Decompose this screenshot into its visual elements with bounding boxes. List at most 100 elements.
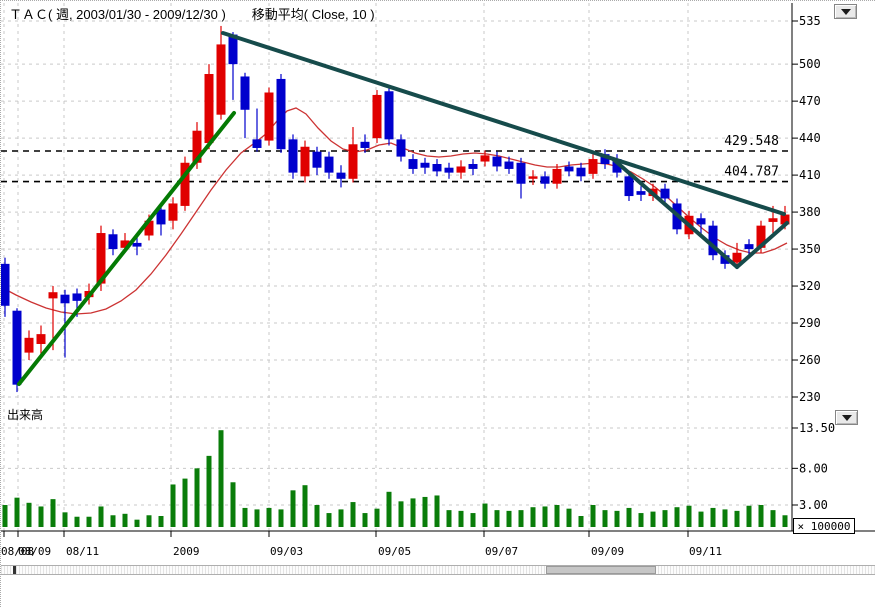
candle-body	[60, 294, 70, 304]
volume-pane-dropdown-button[interactable]	[835, 410, 858, 425]
volume-bar	[134, 519, 140, 527]
candle-body	[312, 151, 322, 168]
date-tick-label: 09/05	[378, 545, 411, 558]
candle-body	[744, 244, 754, 250]
candle-body	[108, 234, 118, 250]
candle-body	[492, 156, 502, 167]
price-tick-label: 535	[799, 14, 821, 28]
volume-bar	[470, 513, 476, 527]
horizontal-scrollbar[interactable]	[1, 565, 875, 575]
volume-bar	[14, 497, 20, 527]
price-tick-label: 410	[799, 168, 821, 182]
scrollbar-thumb[interactable]	[546, 566, 656, 574]
candle-body	[144, 220, 154, 236]
dropdown-arrow-icon	[840, 8, 851, 15]
volume-bar	[110, 515, 116, 527]
volume-bar	[554, 505, 560, 527]
volume-bar	[422, 496, 428, 527]
candle-body	[48, 292, 58, 299]
volume-bar	[74, 516, 80, 527]
volume-bar	[698, 511, 704, 527]
volume-bar	[386, 491, 392, 527]
candle-body	[780, 214, 790, 225]
volume-tick-label: 3.00	[799, 498, 828, 512]
volume-bar	[626, 507, 632, 527]
volume-bar	[482, 503, 488, 527]
trendline	[17, 111, 236, 386]
price-tick-label: 320	[799, 279, 821, 293]
volume-bar	[770, 510, 776, 527]
volume-bar	[314, 505, 320, 527]
volume-bar	[614, 510, 620, 527]
volume-bar	[170, 484, 176, 527]
date-tick-label: 09/03	[270, 545, 303, 558]
candle-body	[372, 94, 382, 139]
date-tick-label: 09/07	[485, 545, 518, 558]
volume-bar	[650, 511, 656, 527]
volume-bar	[602, 510, 608, 527]
price-tick-label: 440	[799, 131, 821, 145]
volume-multiplier-box: × 100000	[793, 518, 855, 534]
volume-bar	[674, 507, 680, 527]
moving-average-line	[1, 107, 788, 315]
volume-tick-label: 13.50	[799, 421, 835, 435]
trendline-annotations	[17, 31, 789, 386]
candle-body	[300, 146, 310, 177]
volume-bar	[290, 490, 296, 527]
volume-bar	[182, 478, 188, 527]
candle-body	[36, 334, 46, 344]
volume-bar	[578, 516, 584, 527]
candle-body	[156, 209, 166, 225]
volume-bar	[86, 516, 92, 527]
volume-bar	[218, 430, 224, 527]
volume-bar	[374, 508, 380, 527]
candle-body	[132, 242, 142, 247]
gridlines	[1, 3, 792, 531]
candle-body	[168, 203, 178, 221]
candle-body	[528, 176, 538, 179]
candle-body	[432, 164, 442, 172]
candle-body	[276, 78, 286, 150]
candle-body	[636, 191, 646, 195]
candle-body	[12, 310, 22, 385]
price-tick-label: 380	[799, 205, 821, 219]
volume-bar	[398, 501, 404, 527]
volume-bar	[410, 498, 416, 527]
candle-body	[96, 233, 106, 284]
volume-bars	[2, 430, 788, 527]
axes: 535 500 470 440 410 380 350 320 290 260 230 13.50 8.…	[1, 3, 875, 558]
candle-body	[252, 139, 262, 148]
volume-bar	[686, 505, 692, 527]
candle-body	[336, 172, 346, 179]
candle-body	[756, 225, 766, 248]
candle-body	[480, 155, 490, 162]
price-tick-label: 230	[799, 390, 821, 404]
volume-bar	[206, 455, 212, 527]
candle-body	[456, 166, 466, 173]
volume-bar	[98, 506, 104, 527]
volume-bar	[494, 510, 500, 527]
candle-body	[504, 161, 514, 169]
candle-body	[600, 154, 610, 165]
candle-body	[216, 44, 226, 115]
candle-body	[612, 159, 622, 173]
candle-body	[624, 176, 634, 197]
price-tick-label: 290	[799, 316, 821, 330]
volume-bar	[638, 513, 644, 527]
volume-tick-label: 8.00	[799, 461, 828, 475]
volume-bar	[50, 499, 56, 527]
price-pane-dropdown-button[interactable]	[834, 4, 857, 19]
volume-bar	[746, 505, 752, 527]
volume-bar	[266, 507, 272, 527]
volume-bar	[362, 513, 368, 527]
date-tick-label: 08/08	[1, 545, 34, 558]
volume-bar	[458, 510, 464, 527]
volume-bar	[2, 505, 8, 527]
price-tick-label: 260	[799, 353, 821, 367]
candle-body	[72, 293, 82, 301]
candle-body	[120, 240, 130, 248]
chart-title-bar: ＴＡＣ( 週, 2003/01/30 - 2009/12/30 ) 移動平均( C…	[9, 4, 375, 23]
ma-indicator-label: 移動平均( Close, 10 )	[251, 7, 375, 22]
date-tick-label: 09/09	[591, 545, 624, 558]
